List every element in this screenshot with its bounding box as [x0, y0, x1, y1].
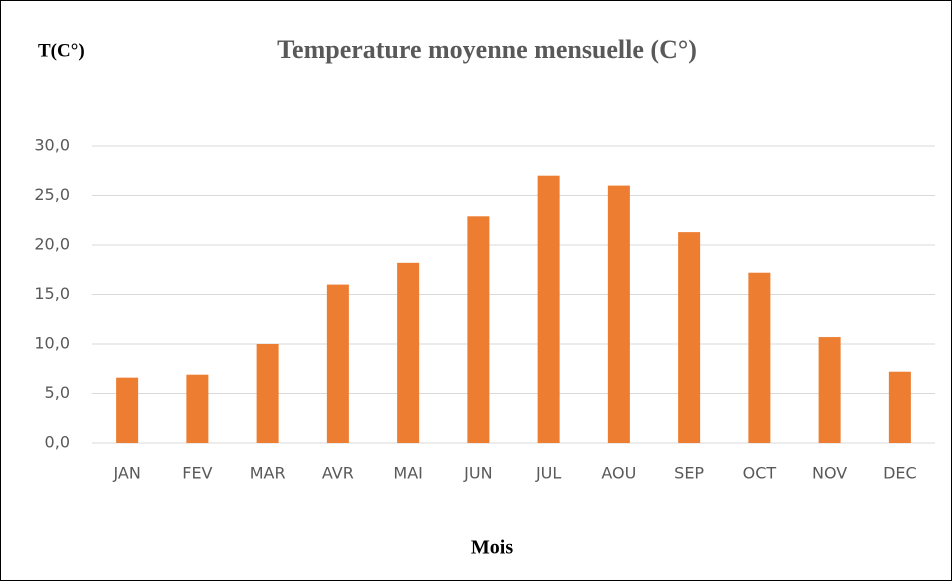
x-tick-label: OCT: [743, 464, 777, 483]
bar: [678, 232, 701, 443]
y-tick-label: 5,0: [45, 383, 70, 402]
y-axis-label: T(C°): [38, 40, 85, 61]
y-tick-label: 20,0: [34, 235, 70, 254]
x-tick-label: AOU: [601, 464, 636, 483]
bar: [116, 377, 139, 443]
x-tick-label: NOV: [812, 464, 847, 483]
x-tick-label: MAI: [393, 464, 422, 483]
bar: [748, 272, 771, 443]
chart-title: Temperature moyenne mensuelle (C°): [277, 35, 697, 64]
x-tick-label: DEC: [883, 464, 917, 483]
x-axis-label: Mois: [471, 537, 513, 559]
bar: [818, 337, 841, 443]
y-tick-label: 25,0: [34, 185, 70, 204]
x-tick-label: JUL: [535, 464, 561, 483]
y-tick-label: 30,0: [34, 136, 70, 155]
bar: [537, 175, 560, 443]
x-tick-label: JAN: [112, 464, 140, 483]
y-tick-label: 0,0: [45, 433, 70, 452]
x-tick-label: JUN: [463, 464, 492, 483]
y-tick-label: 15,0: [34, 284, 70, 303]
bar: [186, 374, 209, 443]
x-tick-label: AVR: [322, 464, 354, 483]
bar: [888, 371, 911, 443]
bar: [607, 185, 630, 443]
x-tick-label: SEP: [674, 464, 704, 483]
bar: [467, 216, 490, 443]
x-tick-label: MAR: [250, 464, 286, 483]
bar: [256, 344, 279, 443]
y-tick-label: 10,0: [34, 334, 70, 353]
bar: [397, 262, 420, 443]
x-tick-label: FEV: [182, 464, 212, 483]
bar: [326, 284, 349, 443]
